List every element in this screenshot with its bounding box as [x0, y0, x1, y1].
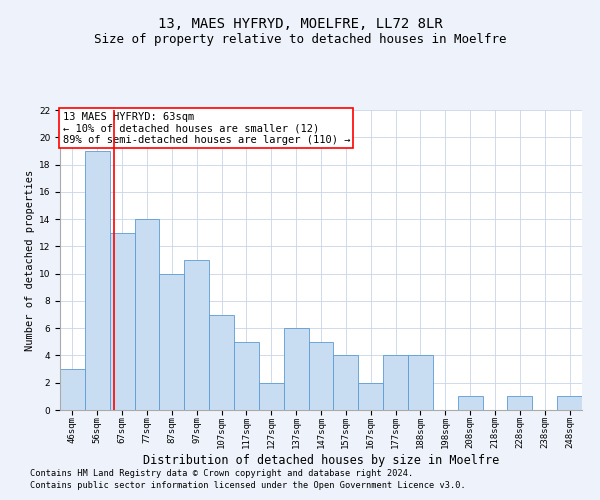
Bar	[334, 356, 358, 410]
Bar	[209, 314, 234, 410]
Bar	[557, 396, 582, 410]
Text: Contains HM Land Registry data © Crown copyright and database right 2024.: Contains HM Land Registry data © Crown c…	[30, 468, 413, 477]
Bar	[85, 151, 110, 410]
Bar	[308, 342, 334, 410]
Y-axis label: Number of detached properties: Number of detached properties	[25, 170, 35, 350]
Text: 13 MAES HYFRYD: 63sqm
← 10% of detached houses are smaller (12)
89% of semi-deta: 13 MAES HYFRYD: 63sqm ← 10% of detached …	[62, 112, 350, 144]
Text: Size of property relative to detached houses in Moelfre: Size of property relative to detached ho…	[94, 32, 506, 46]
Text: 13, MAES HYFRYD, MOELFRE, LL72 8LR: 13, MAES HYFRYD, MOELFRE, LL72 8LR	[158, 18, 442, 32]
Bar	[508, 396, 532, 410]
Bar	[259, 382, 284, 410]
Bar	[134, 219, 160, 410]
X-axis label: Distribution of detached houses by size in Moelfre: Distribution of detached houses by size …	[143, 454, 499, 467]
Bar	[358, 382, 383, 410]
Bar	[60, 369, 85, 410]
Bar	[184, 260, 209, 410]
Bar	[110, 232, 134, 410]
Text: Contains public sector information licensed under the Open Government Licence v3: Contains public sector information licen…	[30, 481, 466, 490]
Bar	[458, 396, 482, 410]
Bar	[160, 274, 184, 410]
Bar	[408, 356, 433, 410]
Bar	[234, 342, 259, 410]
Bar	[383, 356, 408, 410]
Bar	[284, 328, 308, 410]
